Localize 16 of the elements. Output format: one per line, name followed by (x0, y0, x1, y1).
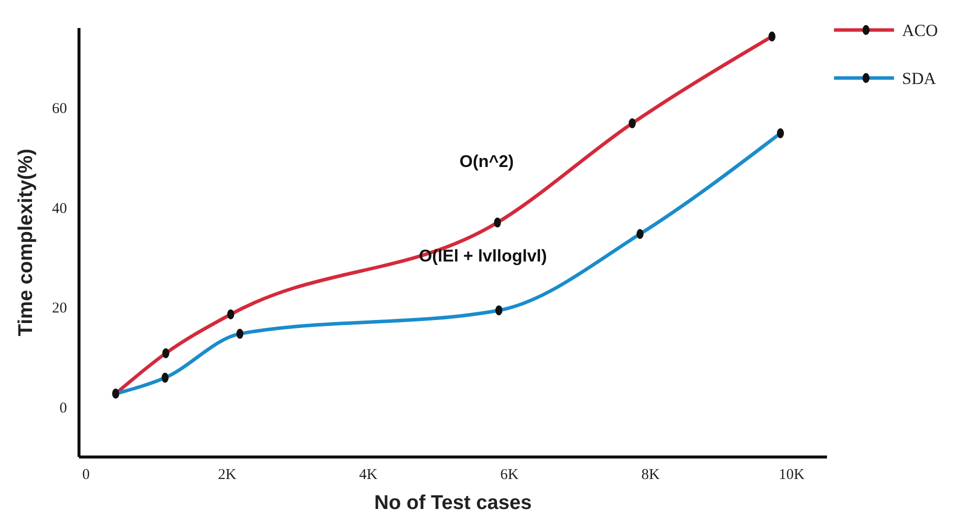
legend-label: ACO (902, 20, 938, 40)
x-tick-label: 4K (359, 467, 378, 483)
annotation: O(n^2) (460, 152, 514, 171)
y-axis-title: Time complexity(%) (15, 148, 37, 336)
y-tick-label: 40 (52, 200, 67, 217)
x-tick-label: 0 (82, 467, 90, 483)
annotation: O(lEl + lvlloglvl) (418, 246, 547, 266)
y-tick-label: 60 (52, 101, 67, 118)
x-tick-label: 2K (218, 467, 237, 483)
y-tick-label: 0 (60, 400, 67, 416)
x-tick-label: 6K (500, 467, 519, 483)
x-axis-title: No of Test cases (374, 492, 532, 514)
y-tick-label: 20 (52, 300, 67, 317)
x-tick-label: 10K (778, 467, 805, 483)
legend-label: SDA (902, 68, 937, 88)
x-tick-label: 8K (641, 467, 660, 483)
